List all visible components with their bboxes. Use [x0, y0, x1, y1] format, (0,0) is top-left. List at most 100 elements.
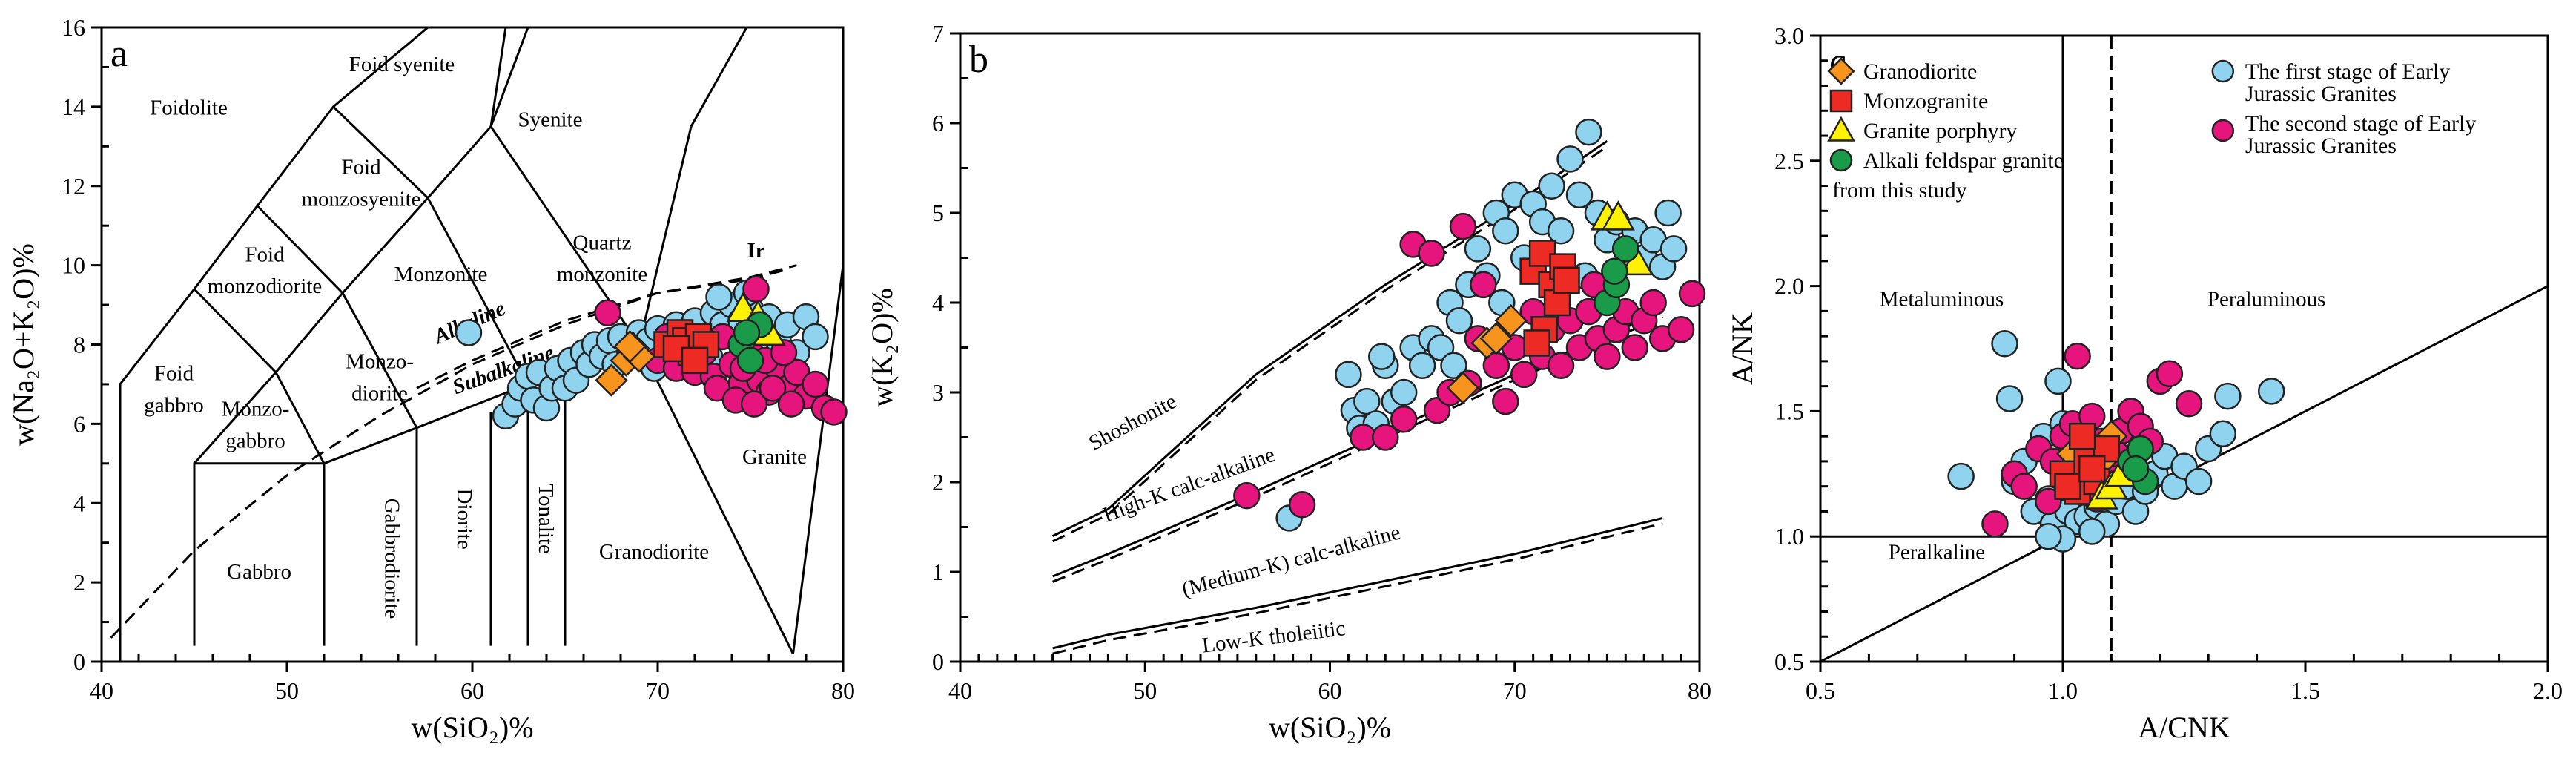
- field-label-monzonite: Monzonite: [394, 263, 488, 286]
- field-label-foid-gabbro-line2: gabbro: [144, 393, 204, 417]
- data-point-circle-pink: [802, 370, 829, 398]
- data-point-circle-pink: [1639, 289, 1667, 317]
- field-label-quartz-monzonite-line1: Quartz: [573, 231, 632, 254]
- y-tick-label: 4: [932, 289, 944, 316]
- field-label-foid-monzodiorite-line1: Foid: [245, 243, 285, 266]
- data-point-circle-blue: [2044, 367, 2072, 395]
- data-point-circle-blue: [1353, 387, 1381, 415]
- data-point-circle-pink: [1667, 316, 1695, 343]
- data-point-circle-blue: [2209, 420, 2237, 448]
- field-label-shoshonite: Shoshonite: [1085, 389, 1180, 455]
- field-label-gabbrodiorite: Gabbrodiorite: [380, 498, 404, 619]
- data-point-circle-blue: [2035, 522, 2062, 550]
- data-point-circle-pink: [1418, 240, 1445, 267]
- y-tick-label: 2.0: [1774, 273, 1804, 300]
- data-point-circle-pink: [1233, 481, 1261, 510]
- data-point-square: [2054, 473, 2081, 500]
- data-point-circle-pink: [1510, 361, 1538, 389]
- field-label-peralkaline: Peralkaline: [1889, 541, 1985, 564]
- legend-alkali-feldspar-granite-marker: [1829, 148, 1853, 172]
- field-boundary: [690, 27, 748, 128]
- data-point-diamond: [1446, 371, 1480, 405]
- legend-granodiorite-label: Granodiorite: [1863, 59, 1977, 84]
- y-tick-label: 3.0: [1774, 22, 1804, 49]
- data-point-circle-blue: [1947, 462, 1975, 490]
- data-point-circle-pink: [742, 275, 770, 303]
- data-point-diamond: [595, 363, 628, 397]
- x-axis-title: w(SiO₂)%: [1269, 711, 1391, 744]
- data-point-circle-blue: [1445, 306, 1473, 335]
- data-point-square: [1523, 329, 1550, 357]
- series-circle-green: [1594, 235, 1639, 317]
- y-tick-label: 1.5: [1774, 398, 1804, 424]
- data-point-circle-pink: [594, 299, 621, 326]
- legend-monzogranite-marker: [1829, 89, 1853, 113]
- data-point-triangle: [1601, 200, 1635, 231]
- x-tick-label: 40: [948, 677, 972, 704]
- series-diamond: [1446, 304, 1528, 405]
- legend-second-stage-label-line1: The second stage of Early: [2245, 111, 2477, 136]
- y-axis-title: w(K₂O)%: [865, 288, 899, 407]
- field-label-granite: Granite: [742, 445, 807, 469]
- legend-first-stage-marker: [2211, 59, 2235, 83]
- data-point-circle-pink: [1372, 424, 1399, 451]
- series-square: [1519, 240, 1580, 357]
- data-point-circle-pink: [2010, 473, 2038, 500]
- data-point-circle-blue: [1492, 217, 1519, 245]
- field-label-foid-monzosyenite-line1: Foid: [341, 156, 381, 180]
- x-tick-label: 1.5: [2291, 677, 2320, 704]
- field-label-diorite: Diorite: [452, 489, 476, 550]
- data-point-diamond: [613, 330, 647, 363]
- data-point-circle-pink: [2156, 360, 2184, 388]
- data-point-circle-blue: [1368, 343, 1396, 370]
- y-tick-label: 7: [932, 20, 944, 47]
- x-tick-label: 70: [1503, 677, 1527, 704]
- data-point-circle-blue: [1575, 118, 1602, 146]
- panel-letter: a: [110, 33, 128, 75]
- data-point-circle-pink: [759, 375, 787, 402]
- data-point-circle-green: [1601, 257, 1628, 285]
- data-point-circle-blue: [1659, 235, 1688, 263]
- y-tick-label: 2: [932, 469, 944, 496]
- field-label-syenite: Syenite: [518, 108, 583, 132]
- data-point-circle-pink: [1547, 352, 1575, 379]
- field-label-monzogabbro-line2: gabbro: [225, 429, 285, 452]
- data-point-circle-green: [1612, 235, 1639, 263]
- data-point-circle-blue: [2078, 518, 2106, 545]
- legend-second-stage-label-line2: Jurassic Granites: [2245, 134, 2397, 158]
- data-point-circle-blue: [455, 319, 483, 346]
- x-tick-label: 2.0: [2533, 677, 2563, 704]
- x-tick-label: 40: [90, 677, 113, 704]
- y-tick-label: 0.5: [1774, 648, 1804, 675]
- data-point-circle-pink: [1678, 280, 1706, 308]
- data-point-circle-pink: [820, 398, 848, 426]
- legend-from-this-study: from this study: [1832, 178, 1967, 203]
- field-label-peraluminous: Peraluminous: [2207, 288, 2326, 312]
- data-point-circle-green: [736, 346, 764, 375]
- alkaline-subalkaline-dashed-line: [110, 264, 797, 639]
- y-tick-label: 16: [62, 14, 85, 41]
- x-axis-title: w(SiO₂)%: [411, 711, 533, 744]
- data-point-circle-blue: [802, 323, 829, 351]
- data-point-circle-pink: [740, 390, 768, 418]
- y-tick-label: 1.0: [1774, 523, 1804, 550]
- data-point-diamond: [1494, 304, 1528, 338]
- data-point-circle-pink: [1470, 271, 1497, 299]
- series-circle-green: [727, 311, 773, 375]
- field-boundary: [119, 26, 429, 662]
- y-tick-label: 12: [62, 173, 85, 200]
- y-tick-label: 6: [932, 110, 944, 136]
- legend: Granodiorite Monzogranite Granite porphyry…: [1827, 57, 2477, 203]
- field-label-granodiorite: Granodiorite: [599, 540, 709, 564]
- y-tick-label: 4: [73, 490, 85, 516]
- data-point-square: [2068, 422, 2096, 450]
- legend-granite-porphyry-label: Granite porphyry: [1863, 119, 2017, 143]
- legend-granite-porphyry-marker: [1827, 116, 1855, 142]
- x-tick-label: 70: [646, 677, 670, 704]
- field-boundary: [193, 288, 277, 373]
- field-boundary: [256, 205, 344, 294]
- field-label-quartz-monzonite-line2: monzonite: [557, 263, 647, 286]
- data-point-circle-blue: [1654, 199, 1682, 227]
- x-tick-label: 0.5: [1806, 677, 1835, 704]
